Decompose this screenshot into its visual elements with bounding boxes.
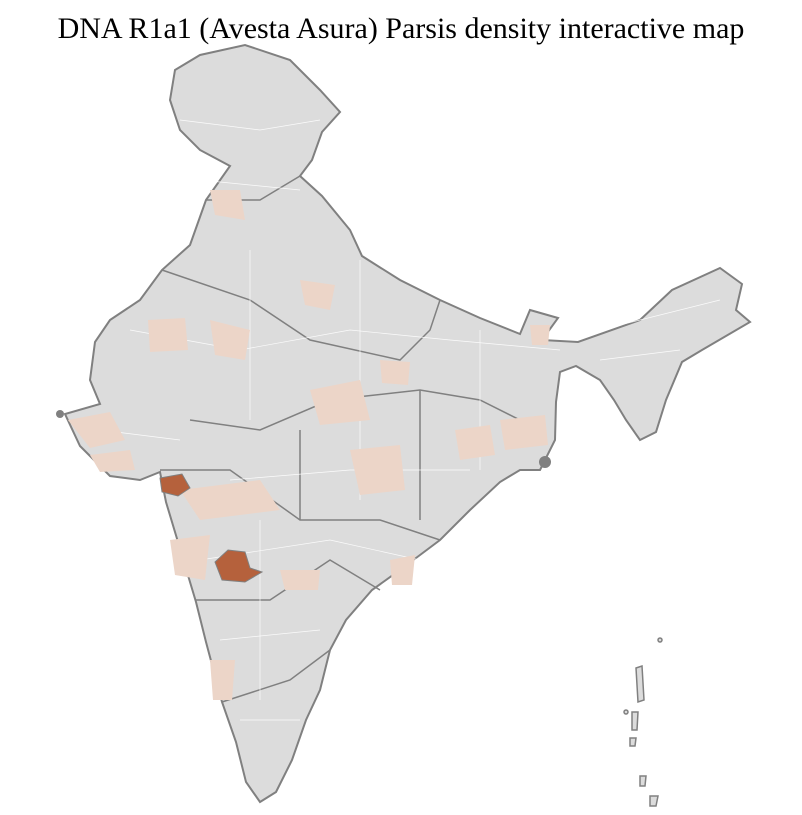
island [635, 664, 645, 704]
andaman-nicobar-islands[interactable] [623, 637, 663, 807]
low-density-districts[interactable] [68, 190, 550, 700]
island [631, 711, 639, 731]
district-low [180, 480, 280, 520]
island [649, 795, 659, 807]
district-low [68, 412, 125, 448]
district-low [455, 425, 495, 460]
district-low [148, 318, 188, 352]
district-low [390, 555, 415, 585]
state-border [189, 389, 541, 431]
island [657, 637, 663, 643]
district-high-pune [214, 549, 264, 583]
district-low [210, 320, 250, 360]
india-mainland[interactable] [63, 43, 752, 804]
district-low [310, 380, 370, 425]
district-low [210, 190, 245, 220]
district-low [530, 325, 550, 345]
district-low [300, 280, 335, 310]
district-low [500, 415, 548, 450]
district-low [280, 570, 320, 590]
district-low [350, 445, 405, 495]
map-title: DNA R1a1 (Avesta Asura) Parsis density i… [57, 12, 745, 45]
district-high-mumbai [159, 473, 191, 497]
india-outline[interactable] [63, 43, 752, 804]
island [623, 709, 629, 715]
district-low [170, 535, 210, 580]
district-low [90, 450, 135, 472]
state-border [221, 649, 331, 703]
high-density-districts[interactable] [159, 473, 264, 583]
state-border [161, 269, 441, 361]
island [629, 737, 637, 747]
island [639, 775, 647, 787]
sri-lanka-border-dots [56, 410, 551, 468]
district-low [210, 660, 235, 700]
state-borders [160, 175, 541, 703]
district-low [380, 360, 410, 385]
